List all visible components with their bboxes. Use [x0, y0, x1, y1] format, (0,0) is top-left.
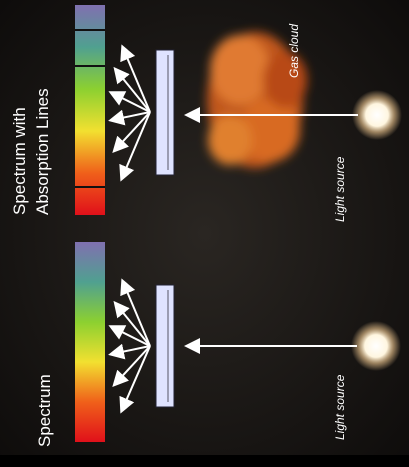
background	[0, 0, 409, 467]
cloud-label: Gas cloud	[287, 24, 301, 78]
panel-title: Absorption Lines	[33, 88, 52, 215]
prism	[156, 50, 174, 175]
light-source	[352, 90, 402, 140]
panel-title: Spectrum with	[10, 107, 29, 215]
source-label: Light source	[333, 374, 347, 440]
absorption-spectrum	[75, 5, 105, 215]
light-source	[351, 321, 401, 371]
panel-title: Spectrum	[35, 374, 54, 447]
source-label: Light source	[333, 156, 347, 222]
spectrum	[75, 242, 105, 442]
bottom-strip	[0, 455, 409, 467]
diagram: Spectrum with Absorption Lines Gas cloud…	[0, 0, 409, 467]
prism	[156, 285, 174, 407]
